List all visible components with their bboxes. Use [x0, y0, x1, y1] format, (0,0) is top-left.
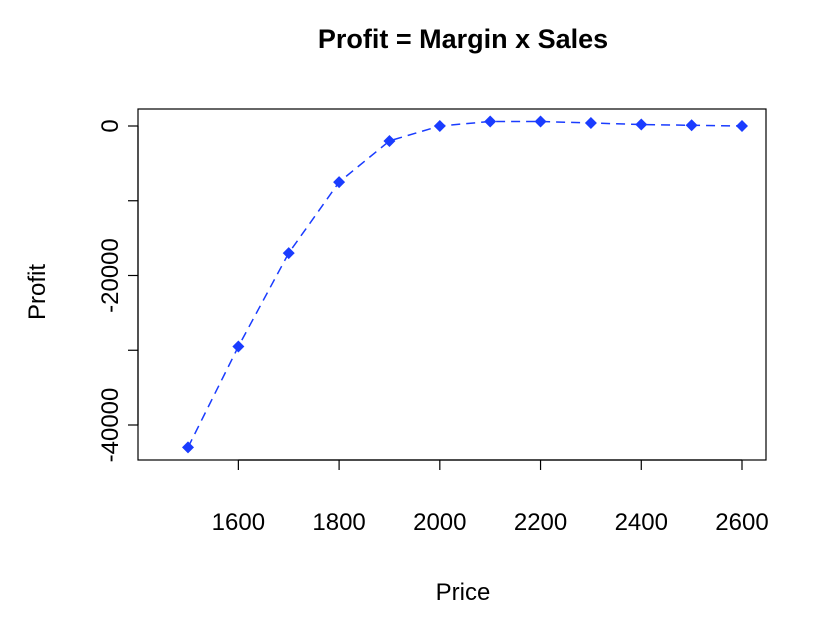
data-point-marker: [333, 176, 346, 189]
data-point-marker: [685, 119, 698, 132]
data-point-marker: [584, 117, 597, 130]
data-point-marker: [383, 134, 396, 147]
x-tick-label: 2600: [715, 509, 768, 536]
data-point-marker: [282, 247, 295, 260]
x-tick-label: 2200: [514, 509, 567, 536]
x-axis-label: Price: [436, 579, 491, 606]
plot-area-border: [137, 108, 767, 461]
data-point-marker: [433, 120, 446, 132]
x-tick-label: 2400: [615, 509, 668, 536]
y-axis-label: Profit: [24, 264, 51, 320]
data-point-marker: [534, 115, 547, 128]
data-point-marker: [635, 118, 648, 131]
series-markers: [182, 115, 748, 454]
x-tick-label: 1600: [212, 509, 265, 536]
data-point-marker: [232, 340, 245, 353]
y-tick-label: 0: [97, 119, 124, 132]
chart-title: Profit = Margin x Sales: [318, 24, 608, 54]
y-axis: -40000 -20000 0: [97, 119, 139, 463]
x-tick-label: 1800: [312, 509, 365, 536]
series-line: [187, 120, 743, 448]
y-tick-label: -20000: [97, 238, 124, 313]
data-point-marker: [736, 120, 748, 132]
y-tick-label: -40000: [97, 388, 124, 463]
data-point-marker: [484, 115, 497, 128]
data-point-marker: [182, 441, 194, 454]
x-axis: 1600 1800 2000 2200 2400 2600: [212, 459, 769, 536]
x-tick-label: 2000: [413, 509, 466, 536]
